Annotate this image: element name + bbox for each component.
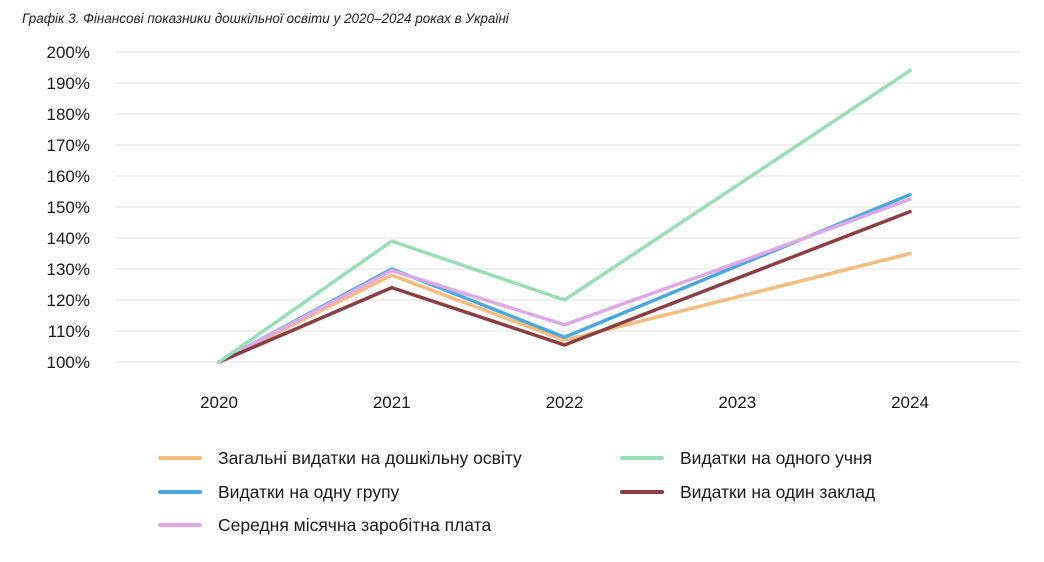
legend-label: Середня місячна заробітна плата (218, 515, 491, 535)
gridlines (116, 51, 1020, 363)
series-line (217, 68, 912, 364)
y-tick-label: 110% (48, 322, 90, 341)
legend-label: Видатки на одну групу (218, 482, 400, 502)
legend-label: Видатки на один заклад (680, 482, 875, 502)
y-tick-label: 190% (47, 74, 90, 93)
x-tick-label: 2021 (373, 393, 411, 412)
legend: Загальні видатки на дошкільну освіту Вида… (158, 448, 875, 535)
series-line (217, 251, 912, 364)
legend-label: Загальні видатки на дошкільну освіту (218, 448, 522, 468)
legend-label: Видатки на одного учня (680, 448, 872, 468)
y-tick-label: 160% (47, 167, 90, 186)
series-lines (217, 68, 912, 364)
y-tick-label: 180% (47, 105, 90, 124)
series-line (217, 209, 912, 364)
series-line (217, 197, 912, 364)
y-tick-label: 140% (47, 229, 90, 248)
x-tick-label: 2022 (546, 393, 584, 412)
y-tick-label: 120% (47, 291, 90, 310)
y-tick-label: 100% (47, 353, 90, 372)
y-tick-label: 170% (47, 136, 90, 155)
x-axis-ticks: 2020 2021 2022 2023 2024 (200, 393, 929, 412)
y-axis-ticks: 100% 110% 120% 130% 140% 150% 160% 170% 180% 190%… (47, 43, 90, 372)
y-tick-label: 150% (47, 198, 90, 217)
y-tick-label: 130% (47, 260, 90, 279)
y-tick-label: 200% (47, 43, 90, 62)
x-tick-label: 2020 (200, 393, 238, 412)
x-tick-label: 2024 (891, 393, 929, 412)
x-tick-label: 2023 (718, 393, 756, 412)
chart-caption: Графік 3. Фінансові показники дошкільної… (22, 11, 509, 26)
